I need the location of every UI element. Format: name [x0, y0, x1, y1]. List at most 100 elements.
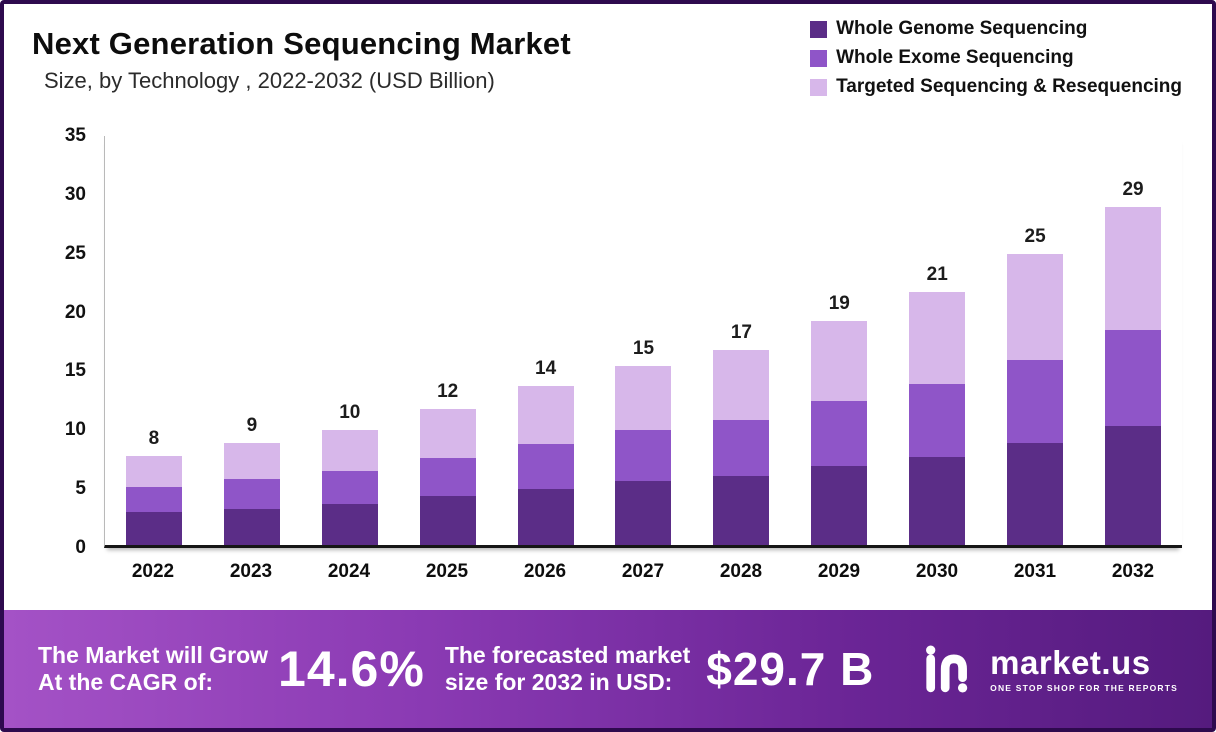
- x-tick-label: 2029: [817, 561, 861, 582]
- legend-swatch: [810, 78, 828, 96]
- cagr-label-line2: At the CAGR of:: [38, 669, 214, 695]
- bar-column: 8: [105, 136, 203, 545]
- forecast-label: The forecasted market size for 2032 in U…: [445, 642, 690, 696]
- y-tick-label: 10: [64, 419, 86, 441]
- bar-column: 25: [986, 136, 1084, 545]
- forecast-value: $29.7 B: [706, 643, 875, 695]
- y-tick-label: 5: [75, 478, 86, 500]
- bar-segment-whole-exome-sequencing: [321, 470, 378, 504]
- plot-area: 8 9 10 12 14 15 17 19 21 25 29: [104, 136, 1182, 548]
- bar-segment-whole-genome-sequencing: [419, 495, 476, 545]
- legend-item: Whole Genome Sequencing: [810, 18, 1182, 40]
- chart-header: Next Generation Sequencing Market Size, …: [32, 26, 571, 94]
- page-title: Next Generation Sequencing Market: [32, 26, 571, 61]
- bar-segment-targeted-sequencing-resequencing: [419, 408, 476, 458]
- bar-total-label: 8: [148, 427, 160, 449]
- x-tick-label: 2028: [719, 561, 763, 582]
- bar-column: 21: [888, 136, 986, 545]
- bar-segment-whole-exome-sequencing: [1007, 360, 1064, 443]
- bar-total-label: 29: [1122, 179, 1144, 201]
- x-tick-label: 2025: [425, 561, 469, 582]
- y-tick-label: 15: [64, 360, 86, 382]
- bar-segment-targeted-sequencing-resequencing: [125, 455, 182, 488]
- y-tick-label: 30: [64, 183, 86, 205]
- x-tick-label: 2030: [915, 561, 959, 582]
- bar-segment-whole-exome-sequencing: [909, 383, 966, 457]
- cagr-label: The Market will Grow At the CAGR of:: [38, 642, 268, 696]
- y-tick-label: 20: [64, 301, 86, 323]
- legend-item: Whole Exome Sequencing: [810, 47, 1182, 69]
- bar-segment-whole-exome-sequencing: [223, 479, 280, 509]
- bar-segment-whole-genome-sequencing: [1105, 426, 1162, 545]
- bar-segment-whole-genome-sequencing: [125, 512, 182, 545]
- x-tick-label: 2031: [1013, 561, 1057, 582]
- bar-total-label: 17: [730, 321, 752, 343]
- bar-segment-whole-genome-sequencing: [615, 481, 672, 545]
- y-tick-label: 0: [75, 537, 86, 558]
- bar-column: 10: [301, 136, 399, 545]
- bar-segment-whole-exome-sequencing: [517, 443, 574, 489]
- cagr-label-line1: The Market will Grow: [38, 641, 269, 668]
- x-tick-label: 2022: [131, 561, 175, 582]
- legend-label: Targeted Sequencing & Resequencing: [836, 76, 1182, 97]
- bar-segment-whole-genome-sequencing: [223, 508, 280, 545]
- bar-columns: 8 9 10 12 14 15 17 19 21 25 29: [105, 136, 1182, 545]
- bar-total-label: 25: [1024, 226, 1046, 248]
- x-tick-label: 2023: [229, 561, 273, 582]
- bar-segment-targeted-sequencing-resequencing: [1007, 254, 1064, 361]
- bar-segment-targeted-sequencing-resequencing: [713, 349, 770, 421]
- bar-total-label: 21: [926, 263, 948, 285]
- y-tick-label: 35: [64, 125, 86, 146]
- cagr-value: 14.6%: [278, 641, 425, 697]
- x-tick-label: 2024: [327, 561, 371, 582]
- x-tick-label: 2027: [621, 561, 665, 582]
- bar-segment-targeted-sequencing-resequencing: [615, 366, 672, 430]
- bar-segment-targeted-sequencing-resequencing: [909, 291, 966, 384]
- x-axis-labels: 2022 2023 2024 2025 2026 2027 2028 2029 2030 2031…: [104, 561, 1182, 583]
- bar-segment-whole-genome-sequencing: [713, 475, 770, 545]
- y-axis: 0 5 10 15 20 25 30 35: [24, 125, 86, 558]
- x-tick-label: 2032: [1111, 561, 1155, 582]
- bar-segment-whole-genome-sequencing: [909, 456, 966, 545]
- bar-segment-whole-exome-sequencing: [419, 457, 476, 496]
- legend-label: Whole Genome Sequencing: [836, 18, 1088, 39]
- bar-segment-whole-exome-sequencing: [713, 420, 770, 476]
- bar-segment-whole-genome-sequencing: [321, 503, 378, 545]
- bar-segment-whole-genome-sequencing: [811, 466, 868, 545]
- bar-column: 17: [692, 136, 790, 545]
- bar-segment-whole-exome-sequencing: [1105, 329, 1162, 427]
- bar-segment-whole-genome-sequencing: [1007, 442, 1064, 545]
- bar-total-label: 9: [246, 414, 258, 436]
- brand-text: market.us ONE STOP SHOP FOR THE REPORTS: [990, 646, 1178, 693]
- bar-segment-whole-exome-sequencing: [615, 429, 672, 482]
- forecast-label-line1: The forecasted market: [444, 641, 691, 668]
- brand-block: market.us ONE STOP SHOP FOR THE REPORTS: [922, 640, 1178, 698]
- bar-segment-targeted-sequencing-resequencing: [1105, 207, 1162, 330]
- bar-segment-targeted-sequencing-resequencing: [223, 442, 280, 480]
- bar-segment-whole-exome-sequencing: [125, 487, 182, 512]
- y-tick-label: 25: [64, 242, 86, 264]
- marketus-logo-icon: [926, 645, 968, 693]
- legend: Whole Genome Sequencing Whole Exome Seque…: [810, 18, 1182, 98]
- x-tick-label: 2026: [523, 561, 567, 582]
- bar-column: 9: [203, 136, 301, 545]
- bar-column: 19: [790, 136, 888, 545]
- legend-item: Targeted Sequencing & Resequencing: [810, 76, 1182, 98]
- legend-swatch: [810, 20, 828, 38]
- bar-segment-whole-exome-sequencing: [811, 401, 868, 467]
- bar-segment-targeted-sequencing-resequencing: [517, 386, 574, 444]
- bar-column: 12: [399, 136, 497, 545]
- bar-total-label: 14: [535, 358, 557, 380]
- bar-column: 15: [595, 136, 693, 545]
- bar-total-label: 15: [632, 338, 655, 360]
- footer-banner: The Market will Grow At the CAGR of: 14.…: [4, 610, 1212, 728]
- bar-segment-targeted-sequencing-resequencing: [321, 429, 378, 471]
- legend-label: Whole Exome Sequencing: [836, 47, 1074, 68]
- bar-total-label: 12: [437, 380, 459, 402]
- bar-segment-targeted-sequencing-resequencing: [811, 321, 868, 402]
- bar-total-label: 10: [339, 401, 361, 423]
- bar-column: 14: [497, 136, 595, 545]
- bar-segment-whole-genome-sequencing: [517, 488, 574, 545]
- forecast-label-line2: size for 2032 in USD:: [444, 669, 673, 695]
